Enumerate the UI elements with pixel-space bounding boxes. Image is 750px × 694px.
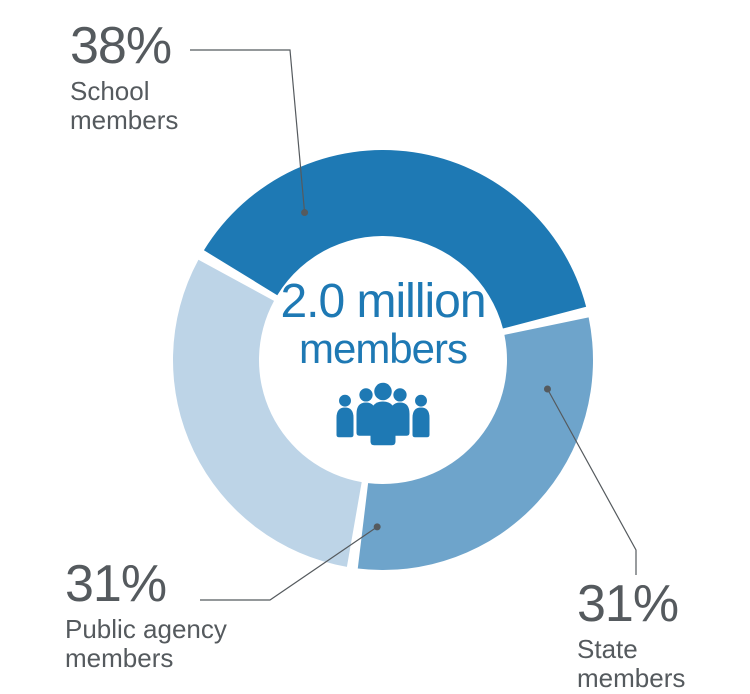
school-pct: 38% bbox=[70, 18, 178, 75]
people-icon bbox=[337, 383, 430, 446]
center-line2: members bbox=[263, 328, 503, 370]
state-sub: Statemembers bbox=[577, 635, 685, 692]
center-line1: 2.0 million bbox=[263, 278, 503, 326]
center-label: 2.0 million members bbox=[263, 278, 503, 370]
public-pct: 31% bbox=[65, 556, 227, 613]
label-public: 31% Public agencymembers bbox=[65, 556, 227, 672]
public-sub: Public agencymembers bbox=[65, 615, 227, 672]
school-sub: Schoolmembers bbox=[70, 77, 178, 134]
label-state: 31% Statemembers bbox=[577, 576, 685, 692]
label-school: 38% Schoolmembers bbox=[70, 18, 178, 134]
state-pct: 31% bbox=[577, 576, 685, 633]
